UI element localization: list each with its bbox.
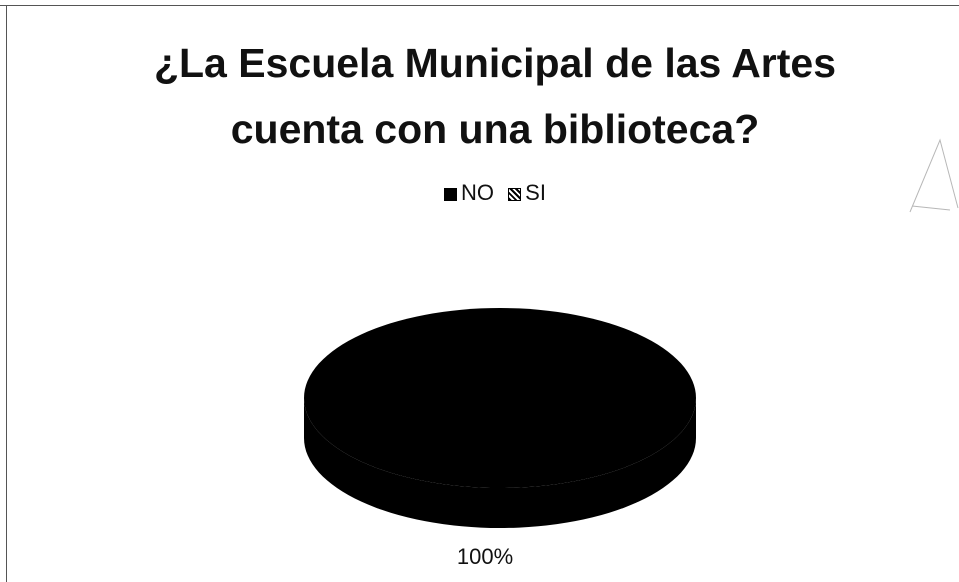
chart-title: ¿La Escuela Municipal de las Artes cuent… (0, 30, 959, 162)
chart-legend: NO SI (0, 178, 959, 208)
legend-swatch-si (508, 188, 522, 201)
frame-border-top (0, 5, 959, 6)
chart-title-line-1: ¿La Escuela Municipal de las Artes (153, 40, 837, 86)
data-label-no: 100% (457, 544, 513, 569)
legend-item-si: SI (508, 178, 546, 208)
legend-label-no: NO (461, 180, 495, 205)
pie-side-wall (304, 398, 696, 528)
chart-title-line-2: cuenta con una biblioteca? (230, 106, 760, 152)
scribble-mark (909, 138, 959, 213)
frame-border-left (6, 5, 7, 582)
legend-item-no: NO (444, 178, 494, 208)
legend-swatch-no (444, 188, 458, 201)
legend-label-si: SI (525, 180, 546, 205)
pie-slice-no (304, 308, 696, 488)
